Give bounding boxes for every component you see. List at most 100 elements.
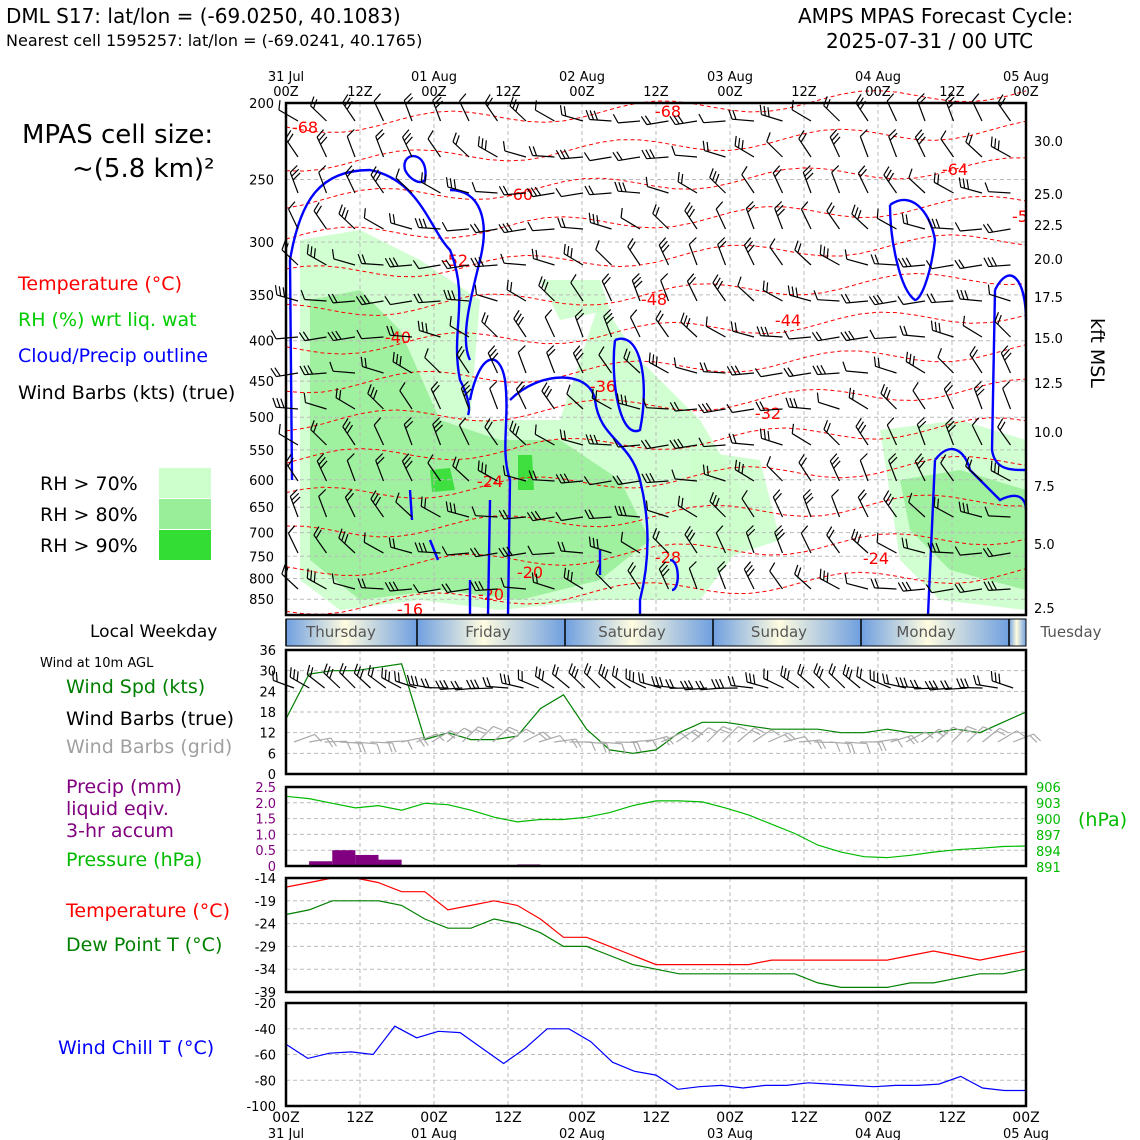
wind-barb [772,165,784,194]
wind-barb [734,135,755,158]
wind-panel-frame [284,648,1028,776]
wind-barb [734,459,755,482]
wind-barb [339,741,366,753]
wind-barb [823,420,840,446]
rh-shade-3 [518,455,534,490]
wind-barb [800,525,812,554]
wind-barb [500,253,527,266]
cs-ytick-750: 750 [249,550,274,565]
wind-barb [528,470,555,482]
wind-barb [766,132,783,158]
wind-barb [676,729,704,743]
wind-barb [534,666,555,689]
temp-contour-label: -64 [942,160,968,179]
wind-barb [794,564,812,590]
wind-barb [743,561,755,590]
wind-barb [346,129,356,158]
wind-barb [584,185,612,196]
rh-shade-6 [540,280,610,320]
temp-contour [285,417,1027,464]
wind-barb [642,398,669,410]
wind-barb [783,736,812,745]
wind-barb [528,146,555,158]
wind-barb [684,525,698,554]
wind-barb [684,202,698,230]
bottom-date-tick: 05 Aug [1003,1127,1049,1140]
wind-barb [399,382,413,410]
wind-barb [756,326,783,338]
wind-barb [840,330,869,342]
top-hour-label: 12Z [347,85,373,100]
wind-barb [800,201,812,230]
wind-barb [441,583,470,594]
wind-barb [289,165,301,194]
wind-barb [413,293,441,304]
wind-barb [769,238,783,266]
wind-barb [469,223,498,234]
wind-barb [452,132,470,158]
wind-barb [940,680,968,691]
cloud-outline [612,337,646,433]
wind-barb [954,583,983,594]
wind-barb [527,221,555,232]
temp-contour [285,378,1027,432]
temp-contour-label: -24 [863,549,889,568]
wind-barb [583,663,601,689]
wind-barb [477,460,498,482]
wind-barb [482,676,509,689]
wind-barb [430,381,442,410]
wind-barb [563,243,584,266]
bottom-hour-tick: 12Z [938,1110,965,1126]
wind-barb [686,273,698,302]
cell-size-value: ~(5.8 km)² [72,154,215,184]
wind-panel-ytick-36: 36 [259,644,276,659]
wind-barb [498,509,527,520]
wind-barb [470,580,498,592]
wind-barb [477,136,498,158]
temp-contour [285,494,1027,538]
wind-barb [933,172,954,194]
wind-barb [367,665,387,689]
wind-barb [441,221,470,232]
wind-barb [331,573,356,590]
wind-barb [908,168,926,194]
wind-barb [559,105,584,122]
wind-barb [427,130,441,158]
wind-barb [395,168,413,194]
cs-kft-tick: 2.5 [1034,602,1055,617]
wind-barb [612,113,641,124]
wind-barb [769,562,783,590]
legend-temperature: Temperature (°C) [18,273,182,295]
temp-contour [285,456,1027,499]
wind-barb [443,289,470,302]
wind-barb [856,666,876,689]
wind-barb [717,561,727,590]
wind-barb [743,237,755,266]
wind-barb [384,581,413,592]
wind-barb [546,345,556,374]
wind-barb [698,113,726,124]
wind-barb [926,293,954,304]
temp-contour [285,533,1027,576]
temp-panel-ytick--19: -19 [255,895,276,910]
wind-barb [481,312,498,338]
wind-barb [306,568,327,590]
cs-kft-tick: 15.0 [1034,332,1063,347]
wind-barb [648,352,669,374]
wind-barb [669,438,698,450]
wind-barb [813,290,840,302]
wind-barb [313,526,327,554]
wind-barb [954,546,983,556]
wind-barb [585,434,612,446]
wind-barb [641,149,669,160]
wind-barb [655,310,669,338]
wind-barb [737,276,755,302]
wind-barb [278,100,299,122]
top-hour-label: 00Z [421,85,447,100]
wind-barb [798,739,827,750]
wind-barb [588,212,612,230]
wind-barb [741,489,755,518]
temp-contour-label: -44 [775,311,801,330]
wind-barb [925,584,954,594]
wind-barb [914,453,926,482]
